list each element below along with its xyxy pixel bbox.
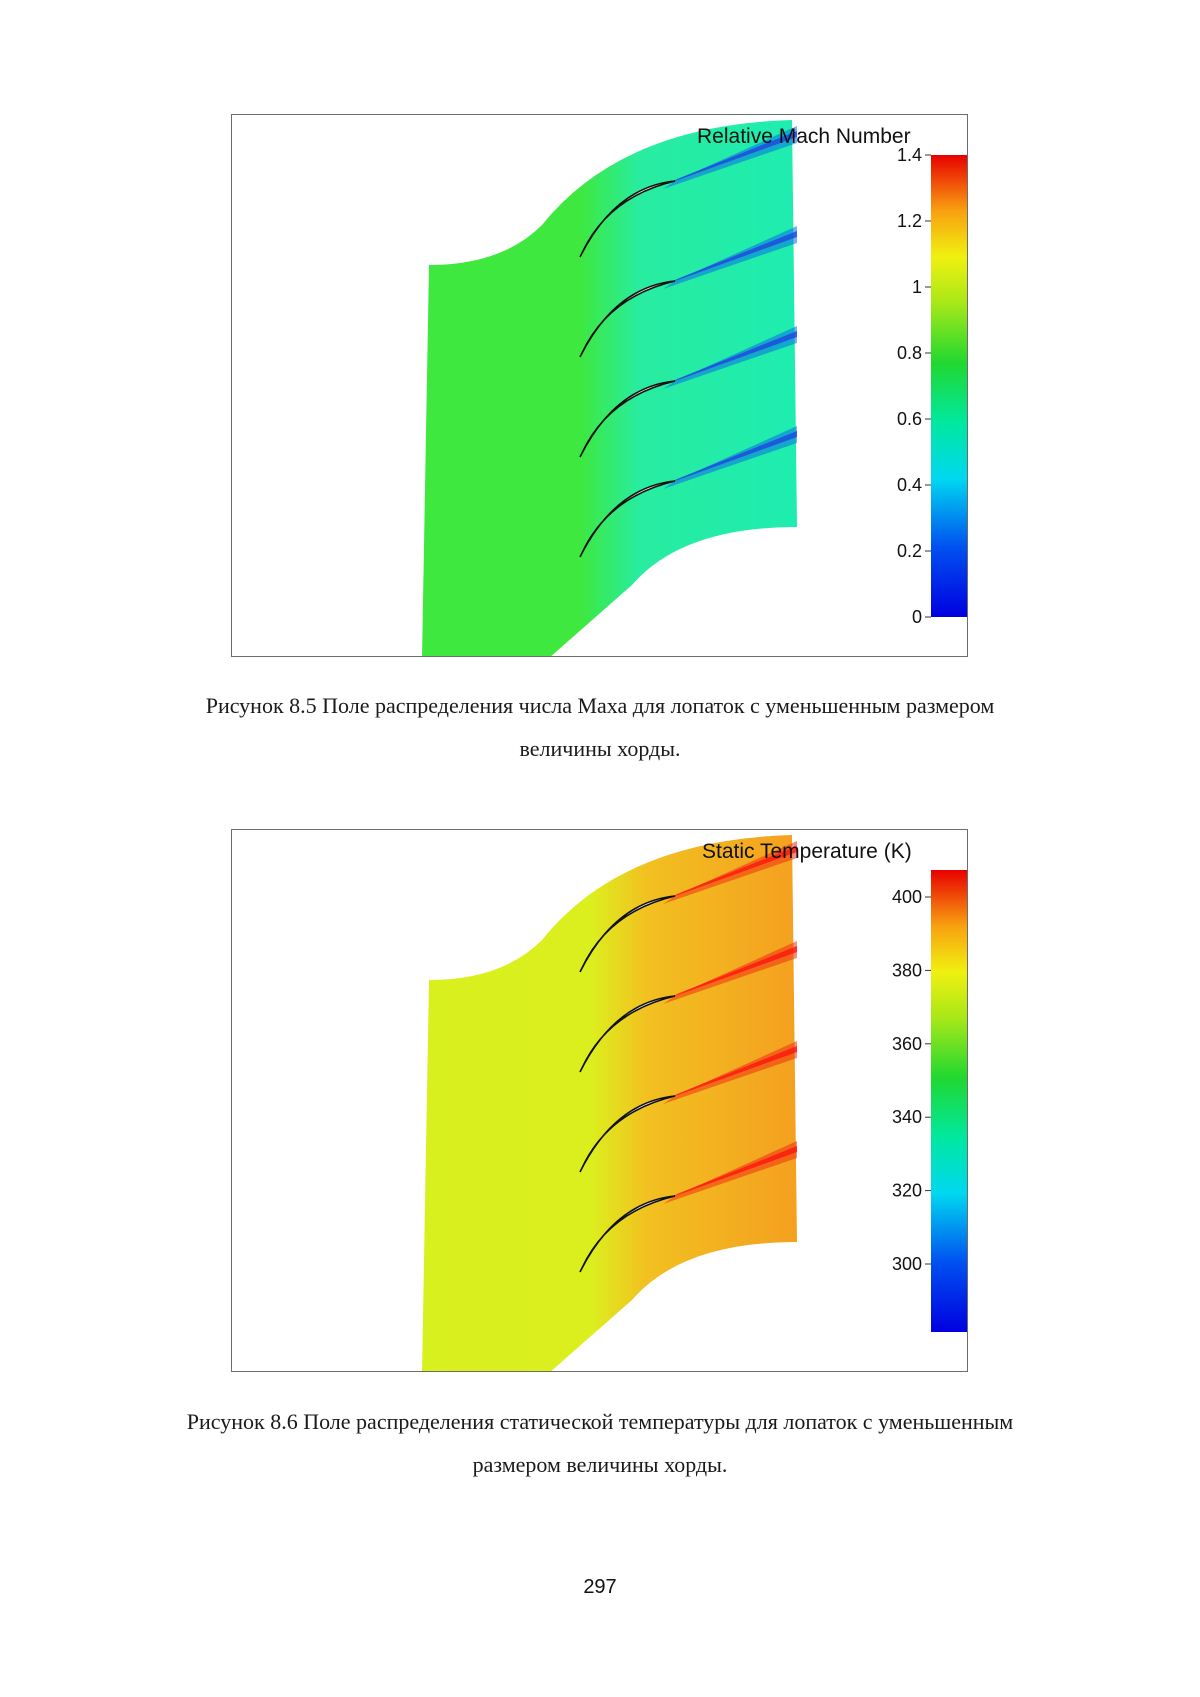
temperature-contour-plot: Static Temperature (K) 400 380 360 340 320 30… — [232, 830, 968, 1372]
colorbar-tick-label: 0.8 — [897, 343, 922, 363]
colorbar — [931, 155, 967, 617]
colorbar-tick-label: 0 — [912, 607, 922, 627]
legend-title: Static Temperature (K) — [702, 840, 912, 863]
caption-line: размером величины хорды. — [120, 1443, 1080, 1486]
colorbar-ticks: 1.4 1.2 1 0.8 0.6 0.4 0.2 0 — [897, 145, 931, 627]
colorbar-tick-label: 360 — [892, 1034, 922, 1054]
caption-line: Рисунок 8.5 Поле распределения числа Мах… — [120, 684, 1080, 727]
mach-number-contour-figure: Relative Mach Number 1.4 1.2 1 0.8 0.6 0.4 0.2… — [231, 114, 968, 657]
legend-title: Relative Mach Number — [697, 125, 911, 148]
colorbar-tick-label: 1.4 — [897, 145, 922, 165]
colorbar-tick-label: 380 — [892, 960, 922, 980]
colorbar-tick-label: 0.2 — [897, 541, 922, 561]
colorbar-tick-label: 0.4 — [897, 475, 922, 495]
colorbar-tick-label: 340 — [892, 1107, 922, 1127]
colorbar-tick-label: 300 — [892, 1254, 922, 1274]
static-temperature-contour-figure: Static Temperature (K) 400 380 360 340 320 30… — [231, 829, 968, 1372]
colorbar-tick-label: 400 — [892, 887, 922, 907]
flow-domain — [422, 835, 797, 1372]
page-number: 297 — [0, 1576, 1200, 1599]
caption-line: величины хорды. — [120, 727, 1080, 770]
colorbar — [931, 870, 967, 1332]
colorbar-tick-label: 320 — [892, 1181, 922, 1201]
mach-contour-plot: Relative Mach Number 1.4 1.2 1 0.8 0.6 0.4 0.2… — [232, 115, 968, 657]
colorbar-tick-label: 1 — [912, 277, 922, 297]
flow-domain — [422, 120, 797, 657]
colorbar-ticks: 400 380 360 340 320 300 — [892, 887, 931, 1274]
caption-line: Рисунок 8.6 Поле распределения статическ… — [120, 1400, 1080, 1443]
figure-caption-8-6: Рисунок 8.6 Поле распределения статическ… — [120, 1400, 1080, 1486]
colorbar-tick-label: 1.2 — [897, 211, 922, 231]
colorbar-tick-label: 0.6 — [897, 409, 922, 429]
figure-caption-8-5: Рисунок 8.5 Поле распределения числа Мах… — [120, 684, 1080, 770]
